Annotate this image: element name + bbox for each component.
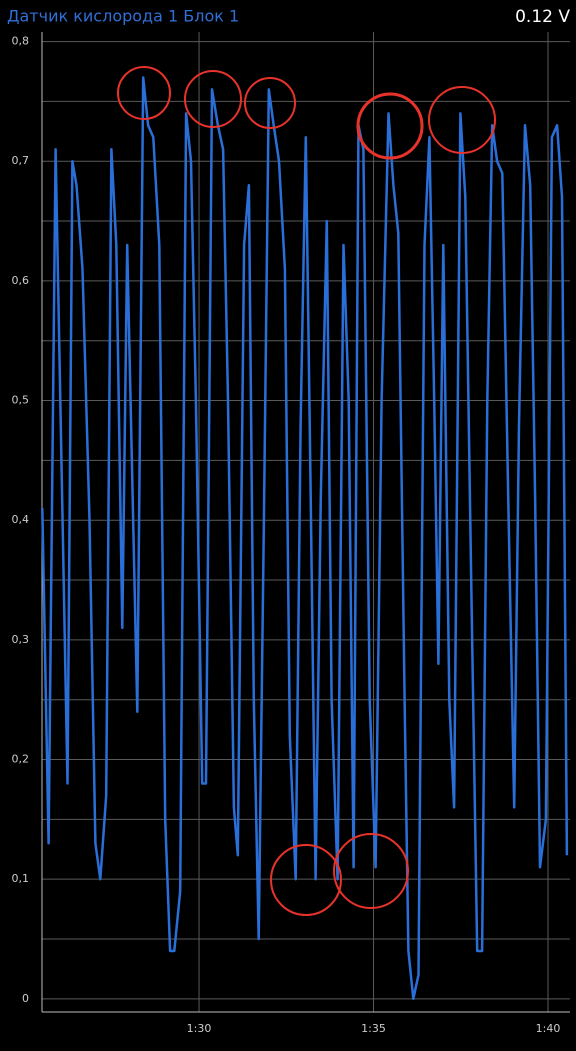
annotation-circle: [184, 70, 242, 128]
current-value: 0.12 V: [515, 7, 570, 27]
annotation-circle: [356, 92, 424, 160]
y-tick-label: 0,6: [12, 274, 30, 287]
annotation-circle: [244, 77, 296, 129]
x-tick-label: 1:30: [187, 1022, 212, 1035]
y-tick-label: 0,8: [12, 35, 30, 48]
y-tick-label: 0,1: [12, 872, 30, 885]
y-tick-label: 0,7: [12, 154, 30, 167]
y-tick-label: 0,5: [12, 394, 30, 407]
annotation-circle: [117, 66, 171, 120]
chart-title: Датчик кислорода 1 Блок 1: [7, 7, 239, 26]
x-tick-label: 1:40: [536, 1022, 561, 1035]
plot: [41, 76, 569, 1001]
y-tick-label: 0,3: [12, 633, 30, 646]
annotations: [117, 66, 496, 916]
y-tick-label: 0: [22, 992, 29, 1005]
y-tick-label: 0,2: [12, 753, 30, 766]
annotation-circle: [333, 833, 409, 909]
x-tick-label: 1:35: [361, 1022, 386, 1035]
annotation-circle: [428, 86, 496, 154]
y-tick-label: 0,4: [12, 513, 30, 526]
annotation-circle: [270, 844, 342, 916]
line: [41, 76, 569, 1001]
